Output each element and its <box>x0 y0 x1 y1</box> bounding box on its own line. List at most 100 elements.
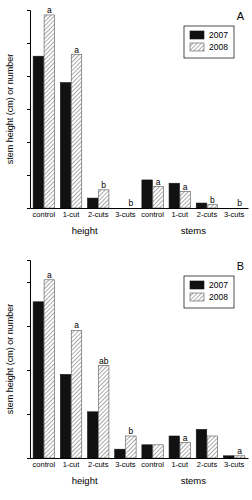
y-axis-title: stem height (cm) or number <box>5 304 15 415</box>
bar <box>223 456 233 458</box>
axis-line <box>27 261 31 459</box>
significance-letter: a <box>47 5 52 15</box>
tick-mark <box>27 142 30 143</box>
tick-label: 2-cuts <box>88 460 109 469</box>
legend-swatch <box>190 281 204 289</box>
tick-label: 3-cuts <box>115 210 136 219</box>
panel-label: B <box>237 260 244 272</box>
legend-box <box>184 276 234 308</box>
significance-letter: a <box>237 446 242 456</box>
bar <box>44 15 54 208</box>
tick-label: control <box>33 210 56 219</box>
tick-mark <box>27 109 30 110</box>
bar <box>115 208 125 209</box>
legend-label: 2007 <box>209 280 228 290</box>
tick <box>27 414 30 415</box>
tick: 1-cut <box>63 210 81 219</box>
significance-letter: ab <box>99 356 109 366</box>
tick-mark <box>27 370 30 371</box>
group-label: height <box>72 225 98 236</box>
panel-label: A <box>237 10 245 22</box>
legend-label: 2007 <box>209 30 228 40</box>
tick: 2-cuts <box>88 460 109 469</box>
tick-label: 1-cut <box>63 460 81 469</box>
panel: control 1-cut 2-cuts 3-cuts control 1-cut 2-cu… <box>5 260 249 486</box>
legend-box <box>184 26 234 58</box>
legend-swatch <box>190 293 204 301</box>
bar <box>153 187 163 208</box>
tick-label: 1-cut <box>171 460 189 469</box>
tick-mark <box>27 175 30 176</box>
tick: 1-cut <box>63 460 81 469</box>
tick-label: 1-cut <box>63 210 81 219</box>
significance-letter: a <box>74 45 79 55</box>
tick-mark <box>27 43 30 44</box>
bar <box>196 429 206 458</box>
x-axis: control 1-cut 2-cuts 3-cuts control 1-cut 2-cu… <box>31 209 249 220</box>
significance-letter: a <box>183 182 188 192</box>
bar <box>44 280 54 458</box>
significance-letter: b <box>101 180 106 190</box>
bar <box>88 198 98 208</box>
plot-area: control 1-cut 2-cuts 3-cuts control 1-cut 2-cu… <box>27 5 249 236</box>
x-axis: control 1-cut 2-cuts 3-cuts control 1-cut 2-cu… <box>31 459 249 470</box>
significance-letter: a <box>74 320 79 330</box>
tick-label: control <box>141 460 164 469</box>
bar <box>98 190 108 208</box>
y-axis <box>27 11 31 209</box>
tick: control <box>33 210 56 219</box>
tick-label: control <box>33 460 56 469</box>
legend-swatch <box>190 43 204 51</box>
tick-label: control <box>141 210 164 219</box>
tick-mark <box>27 282 30 283</box>
bar <box>234 456 244 458</box>
significance-letter: b <box>129 198 134 208</box>
bar <box>153 445 163 458</box>
bar <box>88 412 98 458</box>
tick-label: 1-cut <box>171 210 189 219</box>
tick-mark <box>27 76 30 77</box>
bar <box>71 55 81 208</box>
tick: 2-cuts <box>197 460 218 469</box>
bar <box>169 183 179 208</box>
tick: 1-cut <box>171 210 189 219</box>
axis-line <box>31 208 249 209</box>
bar <box>60 374 70 458</box>
significance-letter: b <box>210 195 215 205</box>
significance-letter: a <box>156 177 161 187</box>
bar <box>126 436 136 458</box>
tick-mark <box>27 414 30 415</box>
bar <box>98 366 108 458</box>
group-label: stems <box>181 475 207 486</box>
tick-label: 2-cuts <box>197 210 218 219</box>
tick-label: 2-cuts <box>197 460 218 469</box>
legend: 2007 2008 <box>184 26 234 58</box>
tick-label: 3-cuts <box>224 210 245 219</box>
bar <box>33 302 43 458</box>
tick-mark <box>27 458 30 459</box>
tick: 2-cuts <box>197 210 218 219</box>
tick: 2-cuts <box>88 210 109 219</box>
y-axis <box>27 261 31 459</box>
bar <box>33 56 43 208</box>
figure: control 1-cut 2-cuts 3-cuts control 1-cut 2-cu… <box>0 0 252 500</box>
axis-line <box>27 11 31 209</box>
tick <box>27 458 30 459</box>
tick <box>27 43 30 44</box>
tick-mark <box>27 10 30 11</box>
tick: control <box>33 460 56 469</box>
tick: control <box>141 210 164 219</box>
tick <box>27 175 30 176</box>
legend-label: 2008 <box>209 42 228 52</box>
bar <box>180 192 190 209</box>
plot-area: control 1-cut 2-cuts 3-cuts control 1-cut 2-cu… <box>27 261 249 487</box>
tick <box>27 142 30 143</box>
legend-swatch <box>190 31 204 39</box>
axis-line <box>31 458 249 459</box>
tick-mark <box>27 208 30 209</box>
tick <box>27 282 30 283</box>
tick <box>27 109 30 110</box>
tick: 3-cuts <box>115 460 136 469</box>
legend: 20072008 <box>184 276 234 308</box>
tick-label: 2-cuts <box>88 210 109 219</box>
